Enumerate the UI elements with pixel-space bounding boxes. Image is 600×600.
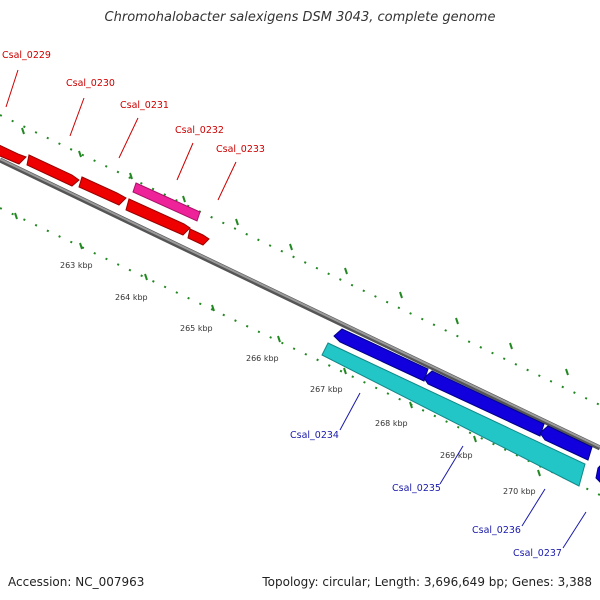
outer-dotted-scale-bottom	[0, 207, 600, 496]
forward-genes[interactable]	[0, 143, 210, 246]
major-tick	[409, 401, 413, 409]
major-tick	[473, 435, 477, 443]
major-tick	[537, 469, 541, 477]
leader-line	[339, 392, 361, 431]
gene-arrow-csal_0229[interactable]	[0, 143, 27, 165]
leader-line	[562, 511, 587, 549]
gene-arrow-csal_0230[interactable]	[26, 154, 80, 187]
tick-label: 270 kbp	[503, 487, 536, 496]
tick-label: 268 kbp	[375, 419, 408, 428]
gene-label[interactable]: Csal_0231	[120, 100, 169, 111]
genome-backbone	[0, 157, 600, 451]
major-tick	[79, 242, 83, 250]
major-tick	[509, 342, 513, 350]
leader-line	[521, 488, 546, 527]
reverse-genes[interactable]	[321, 328, 600, 487]
tick-label: 263 kbp	[60, 261, 93, 270]
gene-label[interactable]: Csal_0236	[472, 525, 521, 536]
genome-summary-text: Topology: circular; Length: 3,696,649 bp…	[262, 575, 592, 589]
major-tick	[455, 317, 459, 325]
major-tick	[565, 368, 569, 376]
major-tick	[289, 243, 293, 251]
major-tick	[78, 150, 82, 158]
gene-arrow-csal_0237[interactable]	[539, 425, 593, 461]
gene-arrow-csal_0233-a[interactable]	[125, 198, 191, 236]
tick-label: 269 kbp	[440, 451, 473, 460]
leader-line	[439, 445, 464, 485]
gene-label[interactable]: Csal_0235	[392, 483, 441, 494]
gene-arrow-csal_0234[interactable]	[321, 342, 586, 487]
major-ticks	[14, 127, 569, 477]
gene-label[interactable]: Csal_0237	[513, 548, 562, 559]
forward-labels: Csal_0229 Csal_0230 Csal_0231 Csal_0232 Csal…	[2, 50, 265, 201]
reverse-labels: Csal_0234 Csal_0235 Csal_0236 Csal_0237	[290, 392, 587, 559]
tick-labels: 263 kbp 264 kbp 265 kbp 266 kbp 267 kbp 268 k…	[60, 261, 536, 496]
major-tick	[399, 291, 403, 299]
major-tick	[211, 304, 215, 312]
gene-arrow-csal_0232[interactable]	[132, 182, 201, 222]
major-tick	[182, 195, 186, 203]
tick-label: 267 kbp	[310, 385, 343, 394]
major-tick	[343, 367, 347, 375]
tick-label: 265 kbp	[180, 324, 213, 333]
major-tick	[144, 273, 148, 281]
gene-label[interactable]: Csal_0233	[216, 144, 265, 155]
major-tick	[277, 335, 281, 343]
gene-label[interactable]: Csal_0229	[2, 50, 51, 61]
gene-arrow-csal_0236[interactable]	[423, 370, 545, 437]
tick-label: 266 kbp	[246, 354, 279, 363]
gene-arrow-csal_0231[interactable]	[78, 176, 127, 206]
map-title: Chromohalobacter salexigens DSM 3043, co…	[104, 10, 496, 25]
tick-label: 264 kbp	[115, 293, 148, 302]
leader-line	[176, 142, 194, 181]
leader-line	[5, 69, 19, 108]
gene-label[interactable]: Csal_0232	[175, 125, 224, 136]
gene-label[interactable]: Csal_0234	[290, 430, 339, 441]
gene-arrow-csal_0235[interactable]	[333, 328, 429, 382]
gene-arrow-csal_0238-partial[interactable]	[595, 465, 600, 483]
gene-arrow-csal_0233-b[interactable]	[187, 228, 210, 246]
major-tick	[14, 212, 18, 220]
major-tick	[21, 127, 25, 135]
leader-line	[217, 161, 237, 201]
accession-text: Accession: NC_007963	[8, 575, 145, 589]
major-tick	[344, 267, 348, 275]
outer-dotted-scale-top	[0, 114, 600, 406]
gene-label[interactable]: Csal_0230	[66, 78, 115, 89]
major-tick	[235, 218, 239, 226]
major-tick	[129, 172, 133, 180]
leader-line	[118, 117, 139, 159]
leader-line	[69, 97, 85, 137]
